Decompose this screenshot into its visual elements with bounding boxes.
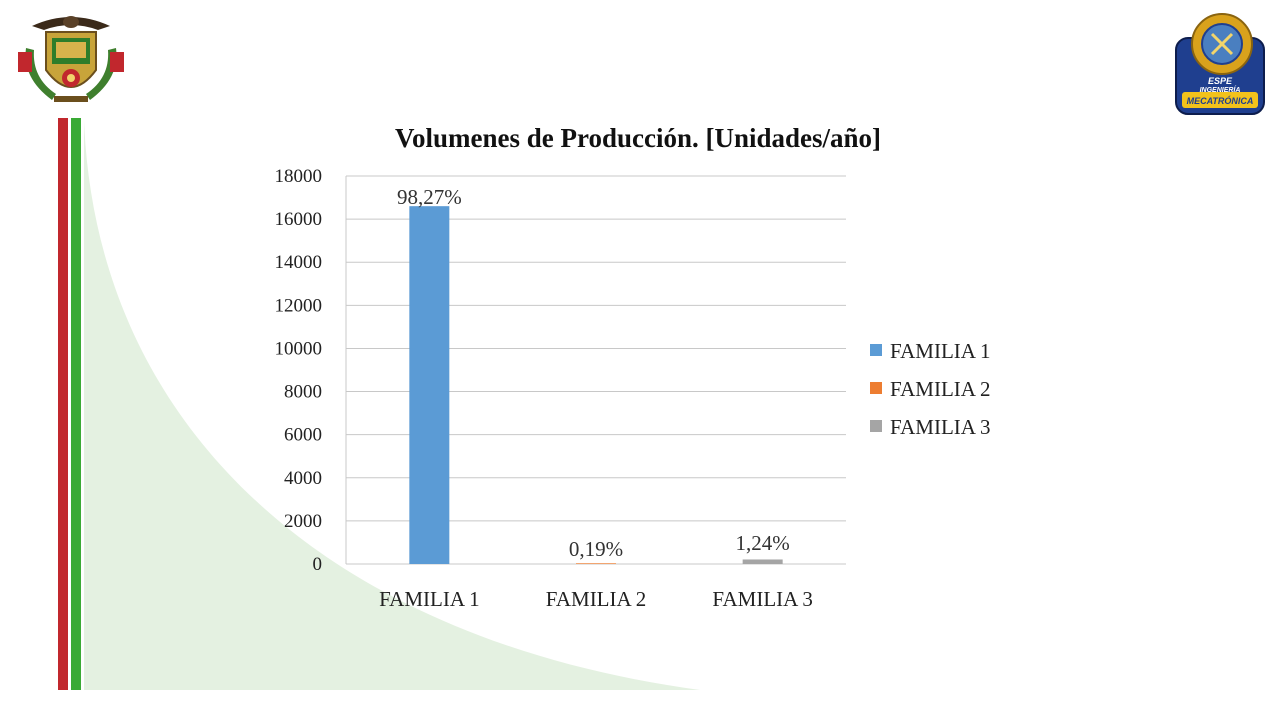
y-tick-label: 14000 [275, 252, 323, 273]
y-tick-label: 12000 [275, 295, 323, 316]
logo-text-ingenieria: INGENIERÍA [1200, 85, 1241, 94]
y-tick-label: 6000 [284, 425, 322, 446]
red-stripe [58, 118, 68, 690]
green-stripe [71, 118, 81, 690]
chart-title: Volumenes de Producción. [Unidades/año] [395, 123, 881, 153]
legend-label: FAMILIA 2 [890, 377, 991, 401]
legend-label: FAMILIA 1 [890, 339, 991, 363]
white-gap [68, 118, 71, 690]
x-tick-label: FAMILIA 1 [379, 587, 480, 611]
bar-familia-2 [576, 563, 616, 564]
bar-familia-1 [409, 206, 450, 564]
legend-swatch [870, 382, 882, 394]
x-tick-label: FAMILIA 2 [546, 587, 647, 611]
y-tick-label: 8000 [284, 382, 322, 403]
espe-mecatronica-logo: ESPE INGENIERÍA MECATRÓNICA [1175, 13, 1265, 115]
y-axis-tick-labels: 0 2000 4000 6000 8000 10000 12000 14000 16000 180… [275, 166, 323, 575]
data-labels: 98,27% 0,19% 1,24% [397, 185, 790, 561]
data-label: 1,24% [736, 531, 790, 555]
legend-swatch [870, 344, 882, 356]
logo-text-espe: ESPE [1208, 76, 1233, 86]
green-curve-background [84, 120, 700, 690]
x-tick-label: FAMILIA 3 [712, 587, 813, 611]
y-tick-label: 16000 [275, 209, 323, 230]
y-tick-label: 2000 [284, 511, 322, 532]
legend-swatch [870, 420, 882, 432]
coat-of-arms-logo [18, 16, 124, 102]
y-tick-label: 4000 [284, 468, 322, 489]
legend-label: FAMILIA 3 [890, 415, 991, 439]
y-tick-label: 0 [313, 554, 323, 575]
data-label: 98,27% [397, 185, 462, 209]
y-tick-label: 18000 [275, 166, 323, 187]
logo-text-mecatronica: MECATRÓNICA [1187, 95, 1254, 106]
bars [409, 206, 783, 564]
y-tick-label: 10000 [275, 338, 323, 359]
x-axis-tick-labels: FAMILIA 1 FAMILIA 2 FAMILIA 3 [379, 587, 813, 611]
bar-familia-3 [742, 559, 783, 564]
legend: FAMILIA 1 FAMILIA 2 FAMILIA 3 [870, 339, 991, 439]
data-label: 0,19% [569, 537, 623, 561]
